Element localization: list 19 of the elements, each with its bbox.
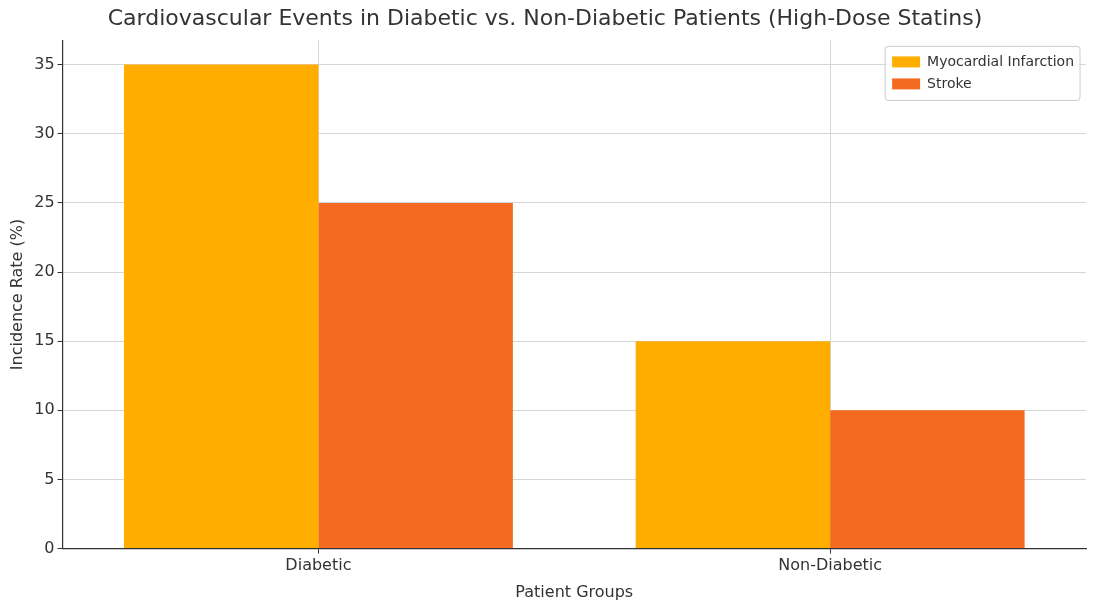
y-axis-title: Incidence Rate (%) (6, 218, 26, 371)
x-tick-label: Non-Diabetic (778, 555, 883, 575)
bar (830, 410, 1025, 549)
bar (635, 341, 831, 549)
legend-label: Stroke (927, 75, 972, 92)
y-tick-label: 35 (34, 53, 55, 73)
chart-title: Cardiovascular Events in Diabetic vs. Non-Diabetic Patients (High-Dose Statins) (107, 4, 983, 30)
x-tick-label: Diabetic (285, 555, 352, 575)
y-tick-label: 30 (34, 122, 55, 142)
bar (318, 202, 513, 549)
y-tick-label: 15 (34, 330, 55, 350)
y-tick-label: 0 (44, 537, 55, 557)
legend-label: Myocardial Infarction (927, 53, 1075, 70)
x-axis-title: Patient Groups (515, 581, 634, 601)
y-tick-label: 20 (34, 261, 55, 281)
y-tick-label: 25 (34, 192, 55, 212)
y-tick-label: 5 (44, 468, 55, 488)
bar (123, 64, 319, 549)
y-tick-label: 10 (34, 399, 55, 419)
